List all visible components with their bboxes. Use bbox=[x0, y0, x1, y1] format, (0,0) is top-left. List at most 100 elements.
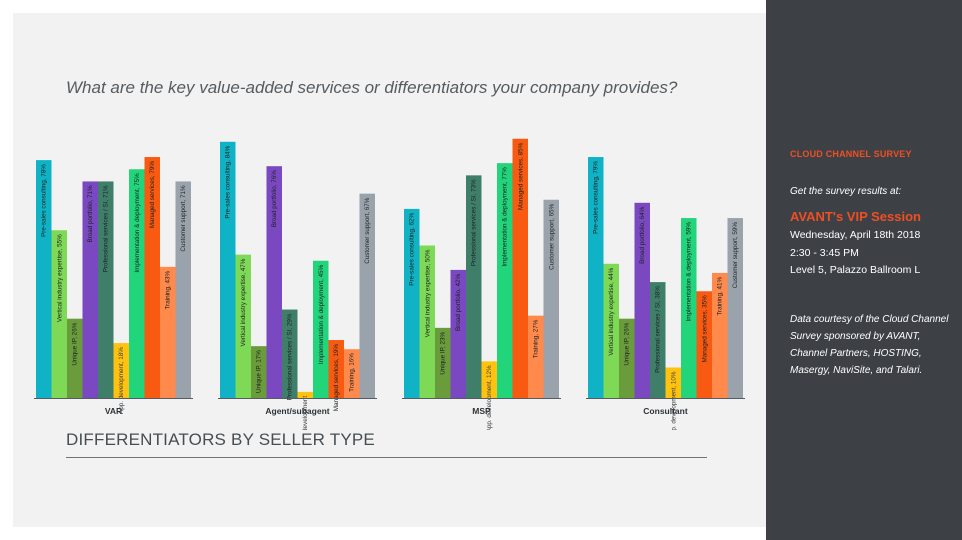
bar-label: Pre-sales consulting, 78% bbox=[41, 164, 48, 237]
bar-label: Unique IP, 17% bbox=[256, 350, 263, 393]
bar bbox=[359, 193, 375, 398]
bar-label: Customer support, 67% bbox=[364, 197, 371, 264]
bar bbox=[681, 218, 697, 398]
bar bbox=[404, 208, 420, 398]
bar-label: Broad portfolio, 42% bbox=[455, 274, 462, 331]
bar-label: Professional services / SI, 38% bbox=[655, 286, 662, 373]
bar bbox=[650, 282, 666, 398]
bar bbox=[266, 166, 282, 398]
bar bbox=[251, 346, 267, 398]
bar-label: Broad portfolio, 64% bbox=[639, 206, 646, 263]
bar-label: App. development, 18% bbox=[118, 347, 125, 414]
grouped-bar-chart: Pre-sales consulting, 78% Vertical indust… bbox=[34, 138, 745, 430]
bar-label: Professional services / SI, 71% bbox=[103, 185, 110, 272]
bar bbox=[481, 361, 497, 398]
bar bbox=[528, 315, 544, 398]
bar bbox=[712, 272, 728, 398]
bar-label: Vertical industry expertise, 50% bbox=[424, 249, 431, 337]
category-label: Consultant bbox=[643, 406, 688, 416]
bar bbox=[129, 169, 145, 398]
bar-label: Managed services, 35% bbox=[701, 295, 708, 363]
bar bbox=[235, 254, 251, 398]
bar-label: Professional services / SI, 73% bbox=[471, 179, 478, 266]
bar bbox=[36, 160, 52, 398]
bar bbox=[497, 163, 513, 398]
bar bbox=[435, 327, 451, 398]
survey-question: What are the key value-added services or… bbox=[66, 78, 678, 97]
bar bbox=[512, 138, 528, 398]
bar bbox=[665, 367, 681, 398]
event-date: Wednesday, April 18th 2018 bbox=[790, 229, 921, 241]
bar-label: Professional services / SI, 29% bbox=[287, 313, 294, 400]
bar-label: Broad portfolio, 76% bbox=[271, 170, 278, 227]
bar-label: Training, 27% bbox=[533, 319, 540, 358]
category-label: Agent/subagent bbox=[265, 406, 329, 416]
bar-label: Implementation & deployment, 77% bbox=[502, 167, 509, 267]
bar bbox=[466, 175, 482, 398]
bar bbox=[603, 263, 619, 398]
data-credit: Data courtesy of the Cloud Channel Surve… bbox=[790, 314, 949, 376]
bar bbox=[450, 269, 466, 398]
bar-label: Implementation & deployment, 75% bbox=[134, 173, 141, 273]
bar-label: Managed services, 85% bbox=[517, 142, 524, 210]
bar-label: Unique IP, 26% bbox=[624, 322, 631, 365]
sidebar-title: CLOUD CHANNEL SURVEY bbox=[790, 149, 912, 159]
bar-label: App. development, 10% bbox=[670, 371, 677, 430]
bar-label: Customer support, 65% bbox=[548, 203, 555, 270]
bar-label: Implementation & deployment, 45% bbox=[318, 264, 325, 364]
bar bbox=[144, 157, 160, 398]
event-location: Level 5, Palazzo Ballroom L bbox=[790, 264, 921, 276]
bar bbox=[313, 260, 329, 398]
section-heading: DIFFERENTIATORS BY SELLER TYPE bbox=[66, 430, 375, 449]
category-label: VAR bbox=[105, 406, 122, 416]
bar bbox=[297, 391, 313, 398]
bar-group-msp: Pre-sales consulting, 62% Vertical indust… bbox=[402, 138, 561, 430]
get-results-text: Get the survey results at: bbox=[790, 186, 902, 197]
bar-label: App. development bbox=[302, 396, 309, 430]
bar-label: Customer support, 71% bbox=[180, 185, 187, 252]
bar-label: Pre-sales consulting, 84% bbox=[225, 145, 232, 218]
bar bbox=[727, 218, 743, 398]
bar-label: Managed services, 79% bbox=[149, 161, 156, 229]
bar bbox=[696, 291, 712, 398]
bar bbox=[67, 318, 83, 398]
bar-label: Unique IP, 23% bbox=[440, 331, 447, 374]
bar-label: Broad portfolio, 71% bbox=[87, 185, 94, 242]
bar-label: Training, 41% bbox=[717, 277, 724, 316]
bar bbox=[328, 340, 344, 398]
bar bbox=[160, 266, 176, 398]
bar bbox=[588, 157, 604, 398]
event-name: AVANT's VIP Session bbox=[790, 209, 921, 224]
bar-label: Vertical industry expertise, 44% bbox=[608, 267, 615, 355]
bar bbox=[113, 343, 129, 398]
bar bbox=[419, 245, 435, 398]
event-time: 2:30 - 3:45 PM bbox=[790, 247, 859, 259]
bar-label: Training, 43% bbox=[165, 270, 172, 309]
bar-group-consultant: Pre-sales consulting, 79% Vertical indust… bbox=[586, 157, 745, 430]
bar bbox=[82, 181, 98, 398]
bar-label: Implementation & deployment, 59% bbox=[686, 222, 693, 322]
bar-label: Vertical industry expertise, 55% bbox=[56, 234, 63, 322]
bar-label: Pre-sales consulting, 62% bbox=[409, 213, 416, 286]
bar-label: App. development, 12% bbox=[486, 365, 493, 430]
bar bbox=[175, 181, 191, 398]
bar bbox=[634, 202, 650, 398]
bar bbox=[51, 230, 67, 398]
bar-label: Managed services, 19% bbox=[333, 344, 340, 412]
bar bbox=[220, 141, 236, 399]
bar-group-var: Pre-sales consulting, 78% Vertical indust… bbox=[34, 157, 193, 416]
bar-group-agent-subagent: Pre-sales consulting, 84% Vertical indust… bbox=[218, 141, 377, 430]
bar bbox=[98, 181, 114, 398]
bar-label: Training, 16% bbox=[349, 353, 356, 392]
bar-label: Pre-sales consulting, 79% bbox=[593, 161, 600, 234]
sidebar: CLOUD CHANNEL SURVEY Get the survey resu… bbox=[766, 0, 962, 540]
bar bbox=[282, 309, 298, 398]
category-label: MSP bbox=[472, 406, 491, 416]
bar-label: Customer support, 59% bbox=[732, 222, 739, 289]
bar bbox=[619, 318, 635, 398]
bar-label: Unique IP, 26% bbox=[72, 322, 79, 365]
bar-label: Vertical industry expertise, 47% bbox=[240, 258, 247, 346]
bar bbox=[543, 199, 559, 398]
bar bbox=[344, 349, 360, 398]
heading-underline bbox=[66, 457, 707, 458]
